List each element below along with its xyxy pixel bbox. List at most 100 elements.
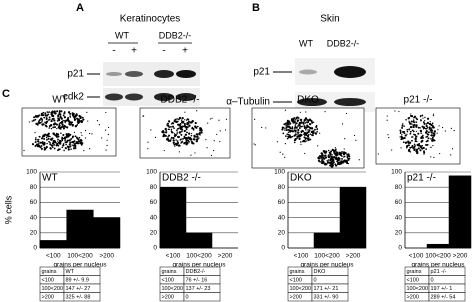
- grain: [34, 144, 37, 147]
- bar: [185, 232, 213, 249]
- grain: [32, 119, 35, 122]
- grain: [426, 135, 429, 138]
- grain: [419, 127, 421, 129]
- grain: [49, 142, 51, 144]
- grain: [344, 152, 347, 155]
- grain: [61, 139, 64, 142]
- speck: [279, 151, 281, 153]
- grain: [320, 161, 323, 164]
- grain: [183, 122, 186, 125]
- x-tick-label: >200: [346, 253, 361, 260]
- speck: [276, 141, 279, 143]
- grain: [170, 125, 172, 128]
- grain: [73, 116, 76, 120]
- grain: [286, 133, 289, 136]
- grain: [334, 149, 336, 152]
- speck: [432, 115, 435, 117]
- cell-text: 100<200: [162, 286, 184, 292]
- grain: [409, 125, 413, 129]
- grain: [69, 142, 72, 144]
- grain: [41, 118, 43, 121]
- grain: [176, 131, 178, 133]
- grain: [62, 143, 65, 145]
- chart-title: DKO: [290, 173, 312, 184]
- speck: [86, 111, 88, 113]
- grain: [50, 138, 53, 141]
- grain: [183, 141, 186, 144]
- grain: [74, 145, 77, 148]
- speck: [81, 134, 83, 137]
- grain: [417, 147, 420, 150]
- speck: [453, 130, 455, 132]
- grain: [186, 141, 189, 145]
- grain: [45, 122, 48, 125]
- grain: [187, 118, 190, 121]
- grain: [192, 142, 195, 145]
- grain: [330, 165, 334, 168]
- grain: [306, 140, 308, 142]
- grain: [407, 144, 410, 147]
- cell-text: 171 +/- 21: [314, 286, 339, 292]
- grain: [65, 143, 67, 146]
- grain: [45, 125, 48, 128]
- grain: [63, 120, 66, 122]
- grain: [200, 129, 203, 132]
- grain: [67, 119, 70, 122]
- grain: [326, 161, 329, 164]
- speck: [107, 133, 109, 136]
- grain: [296, 137, 298, 139]
- grain: [328, 151, 331, 154]
- grain: [302, 140, 305, 143]
- grain: [59, 122, 62, 124]
- grain: [297, 117, 300, 119]
- grain: [50, 144, 53, 147]
- grain: [58, 123, 61, 125]
- grain: [162, 133, 166, 136]
- speck: [194, 152, 196, 154]
- grain: [321, 158, 323, 161]
- grain: [35, 137, 37, 139]
- grain: [46, 146, 48, 149]
- grain: [173, 120, 176, 122]
- grain: [41, 121, 43, 123]
- grain: [304, 138, 307, 141]
- grain: [165, 131, 168, 134]
- grain: [419, 149, 422, 152]
- grain: [423, 151, 426, 154]
- grain: [289, 122, 292, 125]
- cell-text: 147 +/- 27: [66, 286, 91, 292]
- grain: [413, 148, 416, 151]
- grain: [179, 139, 182, 141]
- grain: [431, 122, 434, 125]
- speck: [106, 139, 108, 141]
- grain: [175, 120, 178, 123]
- grain: [54, 122, 56, 124]
- grain: [68, 143, 71, 146]
- grain: [74, 125, 78, 128]
- speck: [98, 124, 100, 126]
- grain: [48, 116, 51, 119]
- grain: [301, 129, 304, 132]
- cell-text: 331 +/- 90: [314, 295, 339, 301]
- grain: [335, 164, 338, 167]
- grain: [57, 149, 59, 152]
- grain: [408, 128, 411, 131]
- grain: [401, 124, 404, 127]
- grain: [175, 139, 177, 141]
- speck: [377, 153, 379, 155]
- grain: [317, 159, 320, 162]
- cell-text: >200: [162, 295, 174, 301]
- grain: [324, 156, 328, 159]
- grain: [72, 144, 75, 147]
- grain: [60, 117, 63, 120]
- grain: [174, 133, 177, 137]
- grain: [348, 155, 351, 158]
- grain: [298, 127, 301, 129]
- table-cell: [311, 275, 349, 285]
- grain: [185, 119, 188, 121]
- grain: [291, 135, 294, 138]
- grain: [53, 110, 56, 113]
- speck: [432, 113, 435, 115]
- speck: [450, 127, 452, 129]
- grain: [294, 133, 297, 136]
